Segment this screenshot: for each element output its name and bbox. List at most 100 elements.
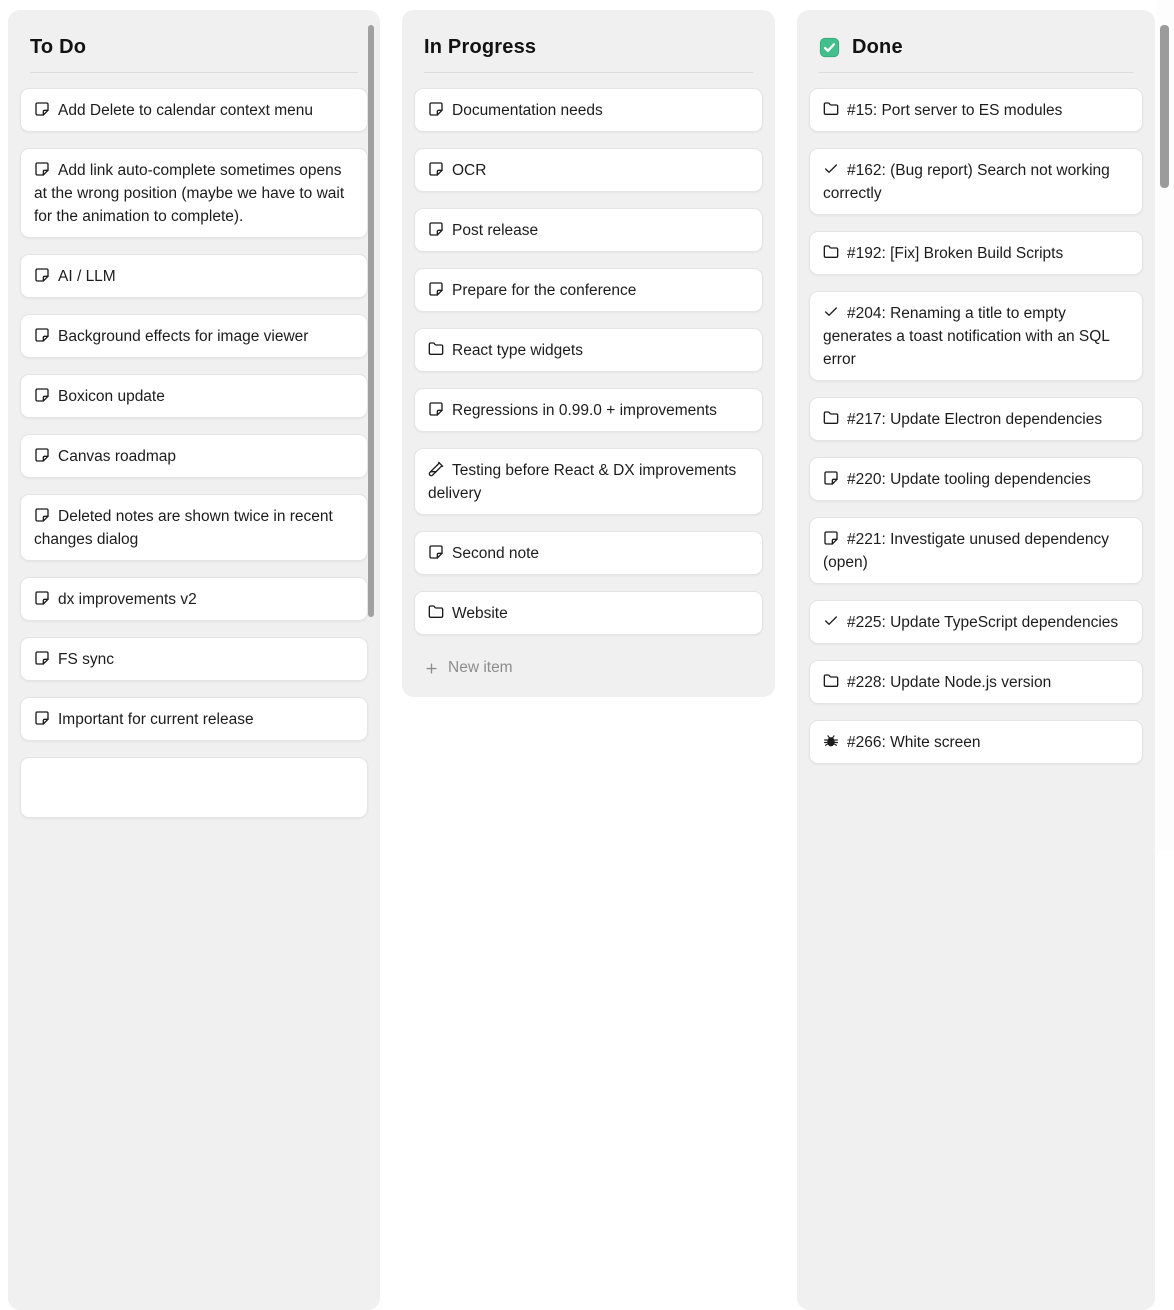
card-text: Important for current release <box>58 710 254 728</box>
card-text: Background effects for image viewer <box>58 327 309 345</box>
card-text: Testing before React & DX improvements d… <box>428 461 737 502</box>
card[interactable]: Website <box>414 591 763 635</box>
column-separator <box>424 72 753 73</box>
column-title: In Progress <box>424 36 537 58</box>
folder-icon <box>428 339 452 362</box>
sticky-note-icon <box>34 648 58 671</box>
checked-checkbox-icon[interactable] <box>819 37 840 58</box>
card[interactable]: React type widgets <box>414 328 763 372</box>
card-text: #225: Update TypeScript dependencies <box>847 613 1119 631</box>
column-header: In Progress <box>414 10 763 72</box>
card-text: Post release <box>452 221 539 239</box>
card-text: React type widgets <box>452 341 583 359</box>
sticky-note-icon <box>823 528 847 551</box>
folder-icon <box>823 99 847 122</box>
card[interactable]: Canvas roadmap <box>20 434 368 478</box>
card[interactable]: Regressions in 0.99.0 + improvements <box>414 388 763 432</box>
plus-icon <box>424 661 439 676</box>
card-text: #192: [Fix] Broken Build Scripts <box>847 244 1064 262</box>
card[interactable]: Prepare for the conference <box>414 268 763 312</box>
card-text: #204: Renaming a title to empty generate… <box>823 304 1110 368</box>
card-list: Documentation needs OCR Post release Prepar… <box>414 88 763 635</box>
check-icon <box>823 159 847 182</box>
card[interactable]: Documentation needs <box>414 88 763 132</box>
card[interactable]: #221: Investigate unused dependency (ope… <box>809 517 1143 584</box>
card-text: Deleted notes are shown twice in recent … <box>34 507 333 548</box>
sticky-note-icon <box>34 708 58 731</box>
folder-icon <box>823 671 847 694</box>
card-text: Add Delete to calendar context menu <box>58 101 314 119</box>
column-header: To Do <box>20 10 368 72</box>
column-scrollbar-thumb[interactable] <box>368 25 374 617</box>
new-item-label: New item <box>448 659 513 676</box>
sticky-note-icon <box>428 219 452 242</box>
card-text: Website <box>452 604 508 622</box>
folder-icon <box>823 408 847 431</box>
sticky-note-icon <box>823 468 847 491</box>
column-in-progress: In Progress Documentation needs OCR Post re… <box>402 10 775 697</box>
sticky-note-icon <box>34 385 58 408</box>
card-text: FS sync <box>58 650 114 668</box>
card[interactable]: #162: (Bug report) Search not working co… <box>809 148 1143 215</box>
card-text: Documentation needs <box>452 101 603 119</box>
card-text: #162: (Bug report) Search not working co… <box>823 161 1110 202</box>
card[interactable]: #225: Update TypeScript dependencies <box>809 600 1143 644</box>
card-text: Second note <box>452 544 540 562</box>
folder-icon <box>428 602 452 625</box>
sticky-note-icon <box>34 445 58 468</box>
card-text: #15: Port server to ES modules <box>847 101 1063 119</box>
card[interactable]: AI / LLM <box>20 254 368 298</box>
card-text: Canvas roadmap <box>58 447 177 465</box>
page-scrollbar[interactable] <box>1157 0 1174 850</box>
folder-icon <box>823 242 847 265</box>
card-text: Boxicon update <box>58 387 165 405</box>
card[interactable]: #228: Update Node.js version <box>809 660 1143 704</box>
card[interactable]: Second note <box>414 531 763 575</box>
column-done: Done #15: Port server to ES modules #162: … <box>797 10 1155 1310</box>
card[interactable]: #192: [Fix] Broken Build Scripts <box>809 231 1143 275</box>
card-text: #217: Update Electron dependencies <box>847 410 1103 428</box>
card-text: Prepare for the conference <box>452 281 637 299</box>
new-item-button[interactable]: New item <box>414 651 763 697</box>
card[interactable]: Background effects for image viewer <box>20 314 368 358</box>
sticky-note-icon <box>428 399 452 422</box>
card-list: Add Delete to calendar context menu Add l… <box>20 88 368 818</box>
card[interactable]: #266: White screen <box>809 720 1143 764</box>
card[interactable]: #220: Update tooling dependencies <box>809 457 1143 501</box>
card[interactable]: Post release <box>414 208 763 252</box>
sticky-note-icon <box>428 99 452 122</box>
check-icon <box>823 611 847 634</box>
test-tube-icon <box>428 459 452 482</box>
card[interactable]: Boxicon update <box>20 374 368 418</box>
sticky-note-icon <box>34 159 58 182</box>
card-text: Regressions in 0.99.0 + improvements <box>452 401 717 419</box>
sticky-note-icon <box>428 159 452 182</box>
card[interactable]: Add Delete to calendar context menu <box>20 88 368 132</box>
card[interactable]: #217: Update Electron dependencies <box>809 397 1143 441</box>
column-header: Done <box>809 10 1143 72</box>
card-text: #221: Investigate unused dependency (ope… <box>823 530 1109 571</box>
card[interactable]: #204: Renaming a title to empty generate… <box>809 291 1143 381</box>
card-text: OCR <box>452 161 487 179</box>
card[interactable]: #15: Port server to ES modules <box>809 88 1143 132</box>
column-to-do: To Do Add Delete to calendar context menu… <box>8 10 380 1310</box>
column-separator <box>30 72 358 73</box>
column-title: Done <box>852 36 903 58</box>
card[interactable]: Add link auto-complete sometimes opens a… <box>20 148 368 238</box>
card[interactable]: OCR <box>414 148 763 192</box>
card[interactable]: Important for current release <box>20 697 368 741</box>
column-title: To Do <box>30 36 87 58</box>
card[interactable] <box>20 757 368 818</box>
card[interactable]: FS sync <box>20 637 368 681</box>
card-text: #220: Update tooling dependencies <box>847 470 1091 488</box>
sticky-note-icon <box>428 279 452 302</box>
card[interactable]: Deleted notes are shown twice in recent … <box>20 494 368 561</box>
sticky-note-icon <box>34 99 58 122</box>
page-scrollbar-thumb[interactable] <box>1160 25 1169 188</box>
card-text: #266: White screen <box>847 733 981 751</box>
card[interactable]: dx improvements v2 <box>20 577 368 621</box>
sticky-note-icon <box>34 325 58 348</box>
card[interactable]: Testing before React & DX improvements d… <box>414 448 763 515</box>
card-text: Add link auto-complete sometimes opens a… <box>34 161 345 225</box>
card-text: #228: Update Node.js version <box>847 673 1052 691</box>
